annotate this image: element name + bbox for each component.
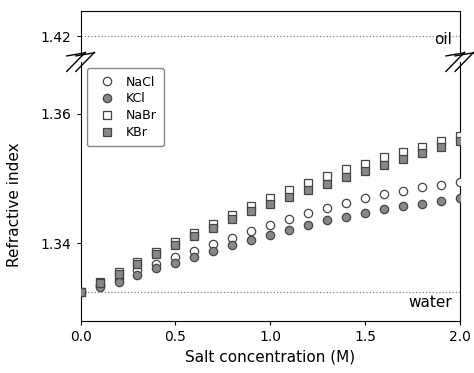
- KCl: [324, 218, 330, 223]
- KBr: [116, 272, 121, 276]
- NaCl: [305, 211, 311, 216]
- Line: NaCl: NaCl: [76, 178, 464, 296]
- KCl: [210, 249, 216, 253]
- KBr: [457, 139, 463, 144]
- NaBr: [438, 139, 444, 144]
- KBr: [97, 281, 102, 285]
- NaBr: [324, 173, 330, 178]
- NaCl: [116, 276, 121, 281]
- NaBr: [210, 222, 216, 226]
- KCl: [191, 254, 197, 259]
- NaBr: [286, 188, 292, 192]
- KCl: [343, 214, 349, 219]
- KCl: [154, 266, 159, 270]
- NaBr: [97, 280, 102, 284]
- NaBr: [400, 150, 406, 154]
- Text: water: water: [409, 295, 452, 310]
- KBr: [78, 289, 83, 294]
- NaCl: [438, 183, 444, 187]
- NaCl: [248, 229, 254, 234]
- KCl: [305, 223, 311, 227]
- KBr: [191, 234, 197, 238]
- KBr: [419, 151, 425, 156]
- KCl: [286, 227, 292, 232]
- KCl: [248, 238, 254, 242]
- NaCl: [457, 179, 463, 184]
- KBr: [210, 225, 216, 230]
- NaCl: [362, 195, 368, 200]
- KBr: [248, 209, 254, 214]
- NaBr: [362, 161, 368, 166]
- KCl: [78, 289, 83, 294]
- KBr: [343, 175, 349, 179]
- KBr: [381, 163, 387, 167]
- KBr: [305, 188, 311, 192]
- KBr: [286, 195, 292, 200]
- KBr: [154, 252, 159, 256]
- Line: KBr: KBr: [76, 137, 464, 296]
- Text: Refractive index: Refractive index: [7, 143, 22, 267]
- NaBr: [267, 195, 273, 200]
- KCl: [229, 243, 235, 247]
- NaBr: [381, 155, 387, 159]
- NaBr: [457, 134, 463, 138]
- NaBr: [173, 240, 178, 245]
- KCl: [135, 273, 140, 277]
- NaCl: [229, 236, 235, 240]
- NaCl: [154, 261, 159, 266]
- NaBr: [229, 212, 235, 217]
- KCl: [173, 260, 178, 265]
- Text: oil: oil: [434, 32, 452, 47]
- NaCl: [191, 249, 197, 253]
- KCl: [381, 207, 387, 212]
- KCl: [400, 204, 406, 209]
- KBr: [400, 157, 406, 161]
- Legend: NaCl, KCl, NaBr, KBr: NaCl, KCl, NaBr, KBr: [87, 68, 164, 146]
- NaCl: [97, 283, 102, 288]
- NaCl: [210, 242, 216, 247]
- KCl: [97, 285, 102, 289]
- Line: KCl: KCl: [76, 194, 464, 296]
- KCl: [438, 199, 444, 203]
- NaBr: [191, 231, 197, 235]
- NaBr: [419, 144, 425, 149]
- NaBr: [343, 167, 349, 172]
- NaCl: [173, 255, 178, 260]
- KBr: [362, 168, 368, 173]
- NaCl: [267, 223, 273, 227]
- KBr: [173, 243, 178, 247]
- KCl: [362, 210, 368, 215]
- KCl: [419, 201, 425, 206]
- NaCl: [135, 268, 140, 273]
- NaCl: [400, 188, 406, 193]
- KBr: [135, 261, 140, 266]
- X-axis label: Salt concentration (M): Salt concentration (M): [185, 350, 355, 364]
- NaCl: [343, 201, 349, 205]
- KCl: [116, 280, 121, 284]
- NaCl: [286, 216, 292, 221]
- NaCl: [419, 185, 425, 189]
- KBr: [438, 145, 444, 150]
- NaCl: [381, 192, 387, 196]
- NaBr: [248, 204, 254, 209]
- NaCl: [324, 205, 330, 210]
- NaBr: [135, 260, 140, 264]
- KCl: [457, 196, 463, 201]
- Line: NaBr: NaBr: [76, 132, 464, 296]
- KBr: [229, 217, 235, 222]
- NaBr: [154, 250, 159, 254]
- NaBr: [305, 181, 311, 185]
- NaCl: [78, 289, 83, 294]
- KBr: [267, 202, 273, 207]
- KBr: [324, 181, 330, 186]
- NaBr: [78, 289, 83, 294]
- KCl: [267, 232, 273, 237]
- NaBr: [116, 270, 121, 275]
